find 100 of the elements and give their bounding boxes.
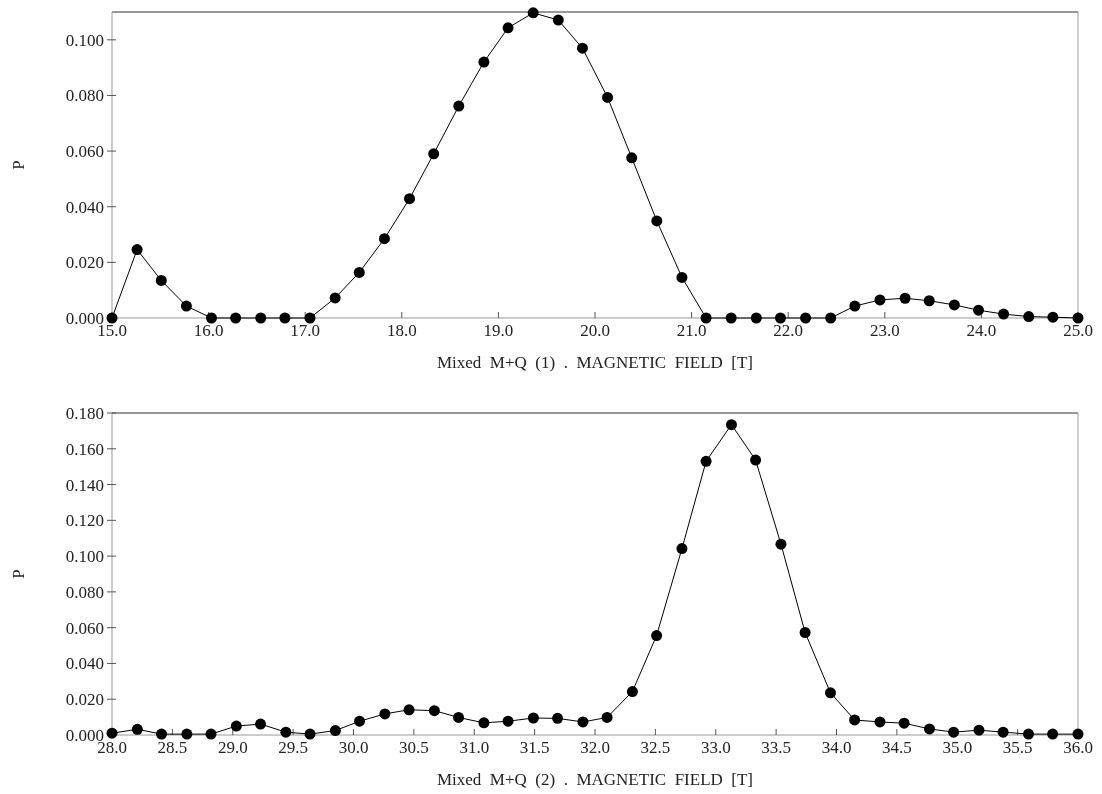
x-tick-label: 31.0 — [459, 738, 490, 757]
point — [973, 304, 984, 316]
point — [181, 728, 193, 740]
point — [403, 704, 415, 716]
point — [329, 725, 341, 737]
y-tick-label: 0.060 — [65, 142, 104, 162]
x-tick-label: 30.5 — [399, 738, 429, 757]
point — [131, 723, 143, 735]
x-tick-label: 35.5 — [1002, 738, 1033, 757]
point — [552, 14, 564, 26]
point — [651, 215, 663, 227]
point — [725, 312, 737, 324]
point — [230, 720, 242, 732]
point — [601, 711, 613, 723]
point — [700, 312, 712, 324]
y-tick-label: 0.100 — [65, 547, 104, 567]
point — [800, 312, 812, 324]
point — [700, 455, 712, 467]
point — [898, 717, 910, 729]
point — [775, 538, 787, 550]
point — [899, 292, 911, 304]
x-tick-label: 20.0 — [580, 321, 610, 340]
point — [206, 312, 217, 324]
point — [626, 686, 638, 698]
point — [1022, 728, 1034, 740]
point — [997, 726, 1009, 738]
point — [205, 728, 217, 740]
point — [453, 711, 465, 723]
point — [626, 152, 638, 164]
point — [280, 726, 292, 738]
point — [725, 419, 737, 431]
x-tick-label: 29.5 — [278, 738, 308, 757]
x-tick-label: 17.0 — [290, 321, 321, 340]
y-axis-title: P — [9, 160, 28, 170]
point — [923, 723, 935, 735]
point — [1047, 728, 1059, 740]
y-tick-label: 0.080 — [65, 582, 104, 602]
point — [750, 454, 762, 466]
y-tick-label: 0.120 — [65, 511, 104, 531]
point — [329, 292, 341, 304]
y-tick-label: 0.100 — [65, 30, 104, 50]
x-tick-label: 32.0 — [580, 738, 610, 757]
point — [304, 728, 316, 740]
point — [849, 714, 861, 726]
x-tick-label: 33.5 — [761, 738, 791, 757]
point — [849, 300, 861, 312]
point — [353, 266, 365, 278]
point — [676, 543, 688, 555]
x-tick-label: 30.0 — [338, 738, 369, 757]
y-tick-label: 0.040 — [65, 654, 104, 674]
x-tick-label: 18.0 — [386, 321, 417, 340]
x-tick-label: 16.0 — [193, 321, 224, 340]
x-tick-label: 34.0 — [821, 738, 852, 757]
point — [502, 22, 514, 34]
point — [131, 244, 143, 256]
point — [428, 148, 440, 160]
point — [948, 299, 960, 311]
point — [428, 705, 440, 717]
point — [502, 715, 514, 727]
point — [379, 708, 391, 720]
x-tick-label: 35.0 — [942, 738, 973, 757]
x-tick-label: 24.0 — [966, 321, 997, 340]
point — [750, 312, 762, 324]
point — [1072, 728, 1084, 740]
point — [527, 712, 539, 724]
y-tick-label: 0.160 — [65, 439, 104, 459]
point — [1072, 312, 1084, 324]
y-tick-label: 0.180 — [65, 403, 104, 423]
point — [404, 193, 416, 205]
x-axis-title: Mixed M+Q (2) . MAGNETIC FIELD [T] — [436, 770, 754, 789]
point — [1023, 311, 1035, 323]
y-tick-label: 0.020 — [65, 253, 104, 273]
y-tick-label: 0.140 — [65, 475, 104, 495]
point — [230, 312, 242, 324]
point — [824, 687, 836, 699]
y-tick-label: 0.060 — [65, 618, 104, 638]
point — [255, 718, 267, 730]
y-tick-label: 0.040 — [65, 197, 104, 217]
y-axis-title: P — [9, 569, 28, 579]
x-tick-label: 33.0 — [700, 738, 731, 757]
y-tick-label: 0.080 — [65, 86, 104, 106]
point — [799, 627, 811, 638]
x-tick-label: 21.0 — [676, 321, 707, 340]
point — [973, 724, 985, 736]
point — [1047, 311, 1059, 323]
x-tick-label: 23.0 — [869, 321, 900, 340]
x-tick-label: 36.0 — [1063, 738, 1093, 757]
point — [156, 728, 168, 740]
y-tick-label: 0.020 — [65, 690, 104, 710]
x-tick-label: 29.0 — [217, 738, 248, 757]
point — [825, 312, 837, 324]
point — [552, 712, 564, 724]
x-tick-label: 19.0 — [483, 321, 514, 340]
point — [527, 7, 539, 19]
point — [155, 274, 167, 286]
point — [279, 312, 291, 324]
point — [106, 727, 118, 739]
point — [577, 716, 589, 728]
point — [874, 716, 886, 728]
point — [478, 717, 490, 729]
